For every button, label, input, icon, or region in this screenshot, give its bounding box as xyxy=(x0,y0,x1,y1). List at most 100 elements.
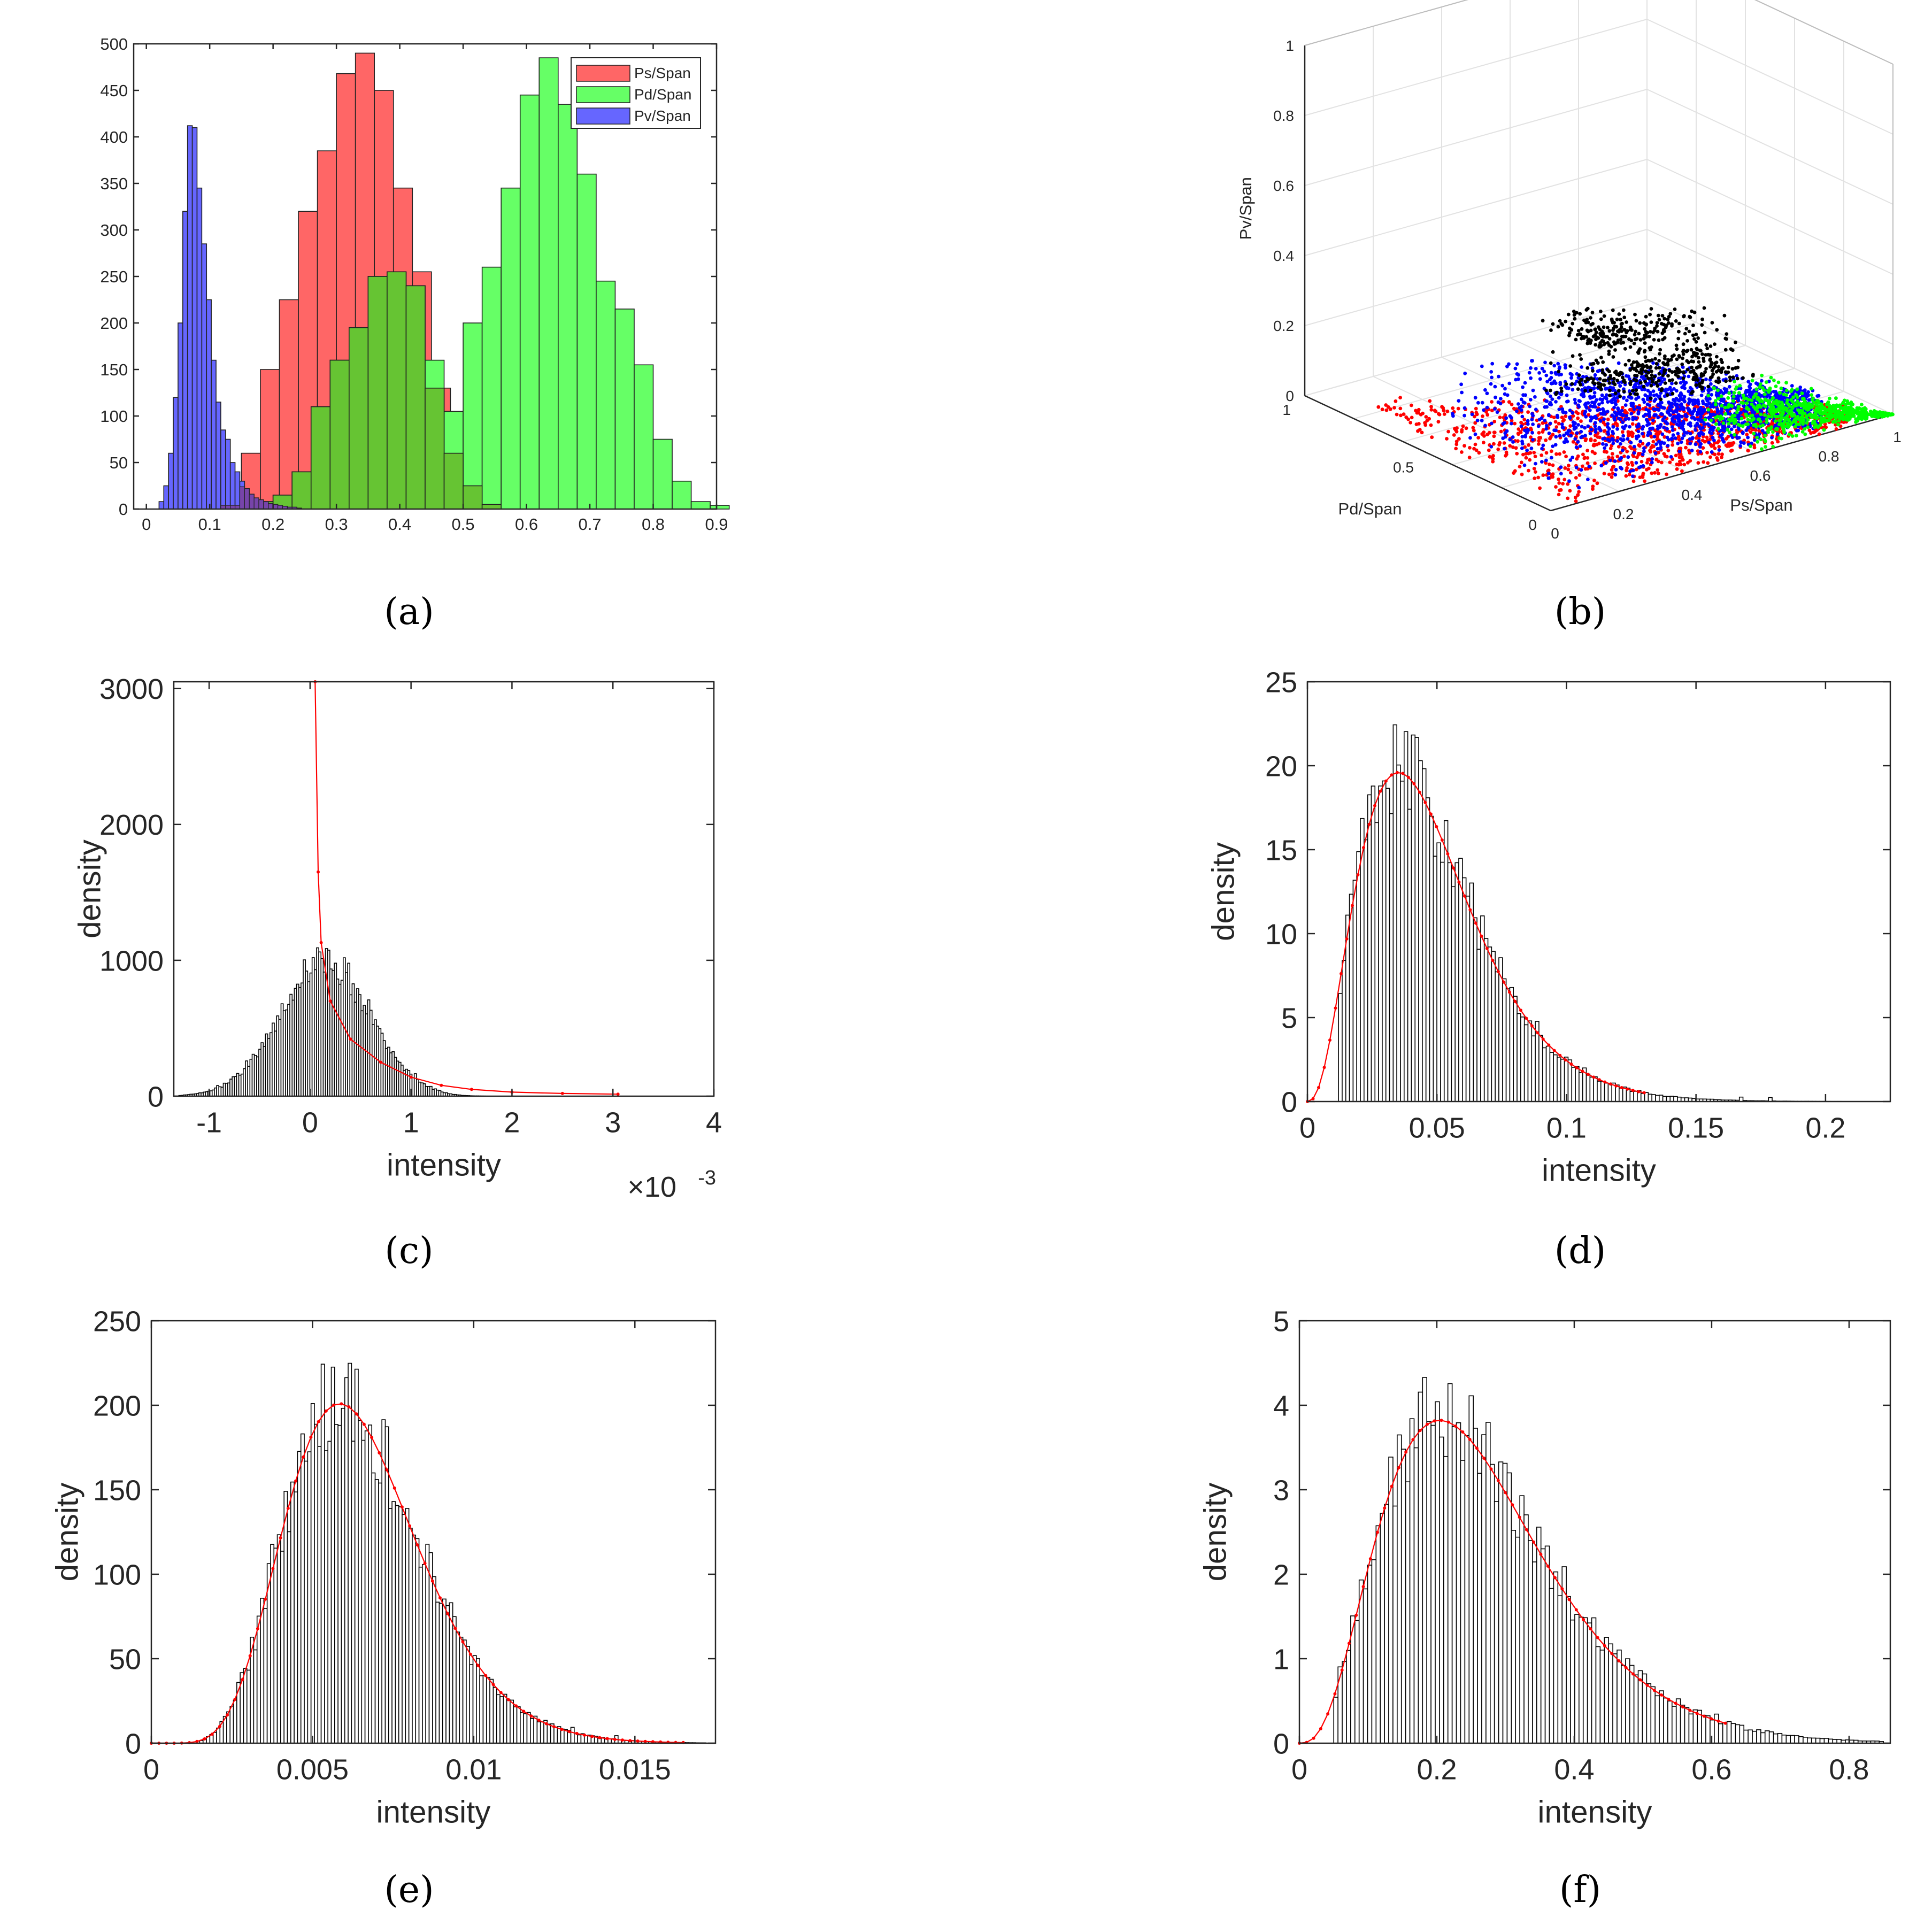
scatter-point xyxy=(1611,425,1615,429)
hist-bar xyxy=(1532,1561,1537,1744)
scatter-point xyxy=(1690,415,1694,420)
scatter-point xyxy=(1821,406,1825,410)
fit-point xyxy=(1397,1466,1400,1469)
fit-point xyxy=(1440,1419,1443,1422)
scatter-point xyxy=(1752,432,1756,436)
x-tick-label: 0 xyxy=(142,515,151,534)
scatter-point xyxy=(1665,455,1669,459)
scatter-point xyxy=(1557,429,1561,434)
scatter-point xyxy=(1662,378,1666,381)
scatter-point xyxy=(1697,425,1702,429)
scatter-point xyxy=(1559,389,1564,393)
scatter-point xyxy=(1627,358,1631,363)
scatter-point xyxy=(1671,428,1675,432)
scatter-point xyxy=(1607,472,1611,476)
fit-point xyxy=(210,1732,214,1736)
scatter-point xyxy=(1616,338,1620,342)
scatter-point xyxy=(1656,435,1659,439)
scatter-point xyxy=(1520,472,1524,476)
scatter-point xyxy=(1657,450,1660,455)
scatter-point xyxy=(1735,410,1739,414)
scatter-point xyxy=(1527,443,1531,447)
scatter-point xyxy=(1609,344,1613,349)
fit-point xyxy=(1574,1608,1578,1612)
scatter-point xyxy=(1573,437,1577,441)
fit-line xyxy=(314,681,618,1095)
scatter-point xyxy=(1516,439,1520,443)
scatter-point xyxy=(1681,352,1685,356)
scatter-point xyxy=(1591,487,1595,491)
scatter-point xyxy=(1677,321,1681,326)
scatter-point xyxy=(1554,485,1558,489)
hist-bar xyxy=(402,1514,406,1744)
scatter-point xyxy=(1649,369,1653,373)
scatter-point xyxy=(1628,407,1632,412)
scatter-point xyxy=(1551,433,1555,436)
scatter-point xyxy=(1627,374,1630,379)
scatter-point xyxy=(1537,438,1541,443)
scatter-point xyxy=(1699,394,1704,397)
scatter-point xyxy=(1721,425,1725,429)
scatter-point xyxy=(1674,403,1678,407)
scatter-point xyxy=(1630,422,1635,426)
scatter-point xyxy=(1576,333,1580,337)
scatter-point xyxy=(1791,400,1795,404)
fit-point xyxy=(370,1436,374,1439)
scatter-point xyxy=(1746,380,1751,384)
scatter-point xyxy=(1637,332,1641,336)
scatter-point xyxy=(1775,427,1779,430)
hist-bar xyxy=(1439,1436,1444,1744)
scatter-point xyxy=(1722,313,1727,318)
scatter-point xyxy=(1679,446,1683,451)
hist-bar xyxy=(1494,1501,1499,1744)
scatter-point xyxy=(1523,435,1528,438)
scatter-point xyxy=(1846,418,1850,422)
scatter-point xyxy=(1621,434,1626,438)
x-tick-label: 0 xyxy=(1551,525,1559,542)
fit-point xyxy=(499,1691,503,1695)
scatter-point xyxy=(1500,383,1505,388)
scatter-point xyxy=(1585,318,1589,321)
scatter-point xyxy=(1548,436,1552,441)
scatter-point xyxy=(1618,395,1622,398)
scatter-point xyxy=(1812,413,1816,417)
scatter-point xyxy=(1711,436,1715,440)
scatter-point xyxy=(1599,388,1603,391)
y-tick-label: 1 xyxy=(1282,402,1291,418)
scatter-point xyxy=(1700,419,1704,422)
hist-bar xyxy=(1531,1035,1536,1102)
scatter-point xyxy=(1579,429,1583,434)
scatter-point xyxy=(1433,409,1437,412)
hist-bar xyxy=(263,1608,268,1744)
fit-point xyxy=(1480,934,1483,938)
scatter-point xyxy=(1592,479,1596,482)
scatter-point xyxy=(1757,417,1761,421)
scatter-point xyxy=(1790,434,1795,438)
hist-bar xyxy=(229,1706,234,1744)
y-tick-label: 5 xyxy=(1281,1002,1297,1034)
scatter-point xyxy=(1485,413,1490,417)
hist-bar xyxy=(570,1727,575,1744)
hist-bar xyxy=(1400,780,1405,1102)
scatter-point xyxy=(1562,418,1566,422)
scatter-point xyxy=(1631,388,1635,392)
hist-bar xyxy=(536,1721,541,1744)
scatter-point xyxy=(1474,411,1479,415)
scatter-point xyxy=(1694,333,1698,336)
scatter-point xyxy=(1730,348,1735,352)
scatter-point xyxy=(1706,461,1710,465)
fit-point xyxy=(1617,1659,1621,1662)
fit-point xyxy=(317,870,320,874)
scatter-point xyxy=(1613,459,1617,463)
scatter-point xyxy=(1600,397,1605,402)
scatter-point xyxy=(1662,336,1667,340)
scatter-point xyxy=(1675,357,1679,361)
bar-overlap xyxy=(387,271,407,510)
hist-bar xyxy=(520,1712,524,1744)
scatter-point xyxy=(1595,442,1599,446)
scatter-point xyxy=(1626,463,1630,466)
scatter-point xyxy=(1588,395,1592,398)
scatter-point xyxy=(1760,373,1764,378)
scatter-point xyxy=(1587,464,1591,468)
fit-point xyxy=(506,1698,510,1701)
